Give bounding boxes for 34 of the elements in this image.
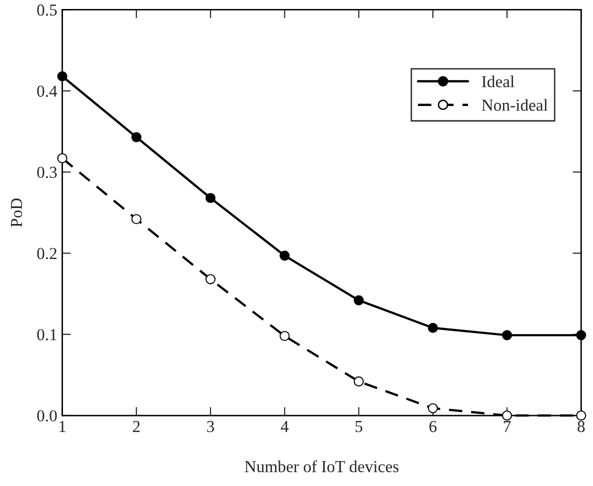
- point: [354, 376, 364, 386]
- y-axis-title: PoD: [10, 198, 22, 227]
- point: [354, 295, 364, 306]
- point: [131, 132, 142, 142]
- y-tick-label: 0.0: [37, 410, 57, 422]
- point: [502, 410, 512, 421]
- x-tick-label: 7: [504, 421, 511, 432]
- x-tick-label: 6: [429, 420, 437, 432]
- point: [428, 403, 438, 414]
- point: [57, 153, 68, 164]
- y-tick-label: 0.3: [37, 166, 57, 178]
- x-axis-title: Number of IoT devices: [244, 460, 398, 472]
- y-tick-label: 0.1: [37, 329, 56, 340]
- point: [205, 274, 216, 284]
- x-tick-label: 2: [132, 420, 140, 432]
- legend-label: Ideal: [482, 76, 514, 88]
- point: [502, 330, 512, 340]
- x-tick-label: 5: [356, 421, 362, 432]
- point: [576, 410, 586, 421]
- point: [280, 250, 290, 261]
- point: [280, 330, 290, 342]
- y-tick-label: 0.5: [37, 4, 57, 16]
- x-tick-label: 1: [60, 420, 66, 432]
- x-tick-label: 3: [207, 420, 214, 432]
- y-tick-label: 0.4: [37, 86, 58, 97]
- point: [205, 192, 216, 204]
- legend-label: Non-ideal: [482, 99, 548, 111]
- y-tick-label: 0.2: [37, 248, 56, 260]
- x-tick-label: 4: [280, 420, 289, 432]
- x-tick-label: 8: [578, 420, 585, 432]
- point: [576, 330, 586, 340]
- point: [57, 71, 68, 82]
- point: [131, 214, 142, 224]
- point: [428, 322, 438, 333]
